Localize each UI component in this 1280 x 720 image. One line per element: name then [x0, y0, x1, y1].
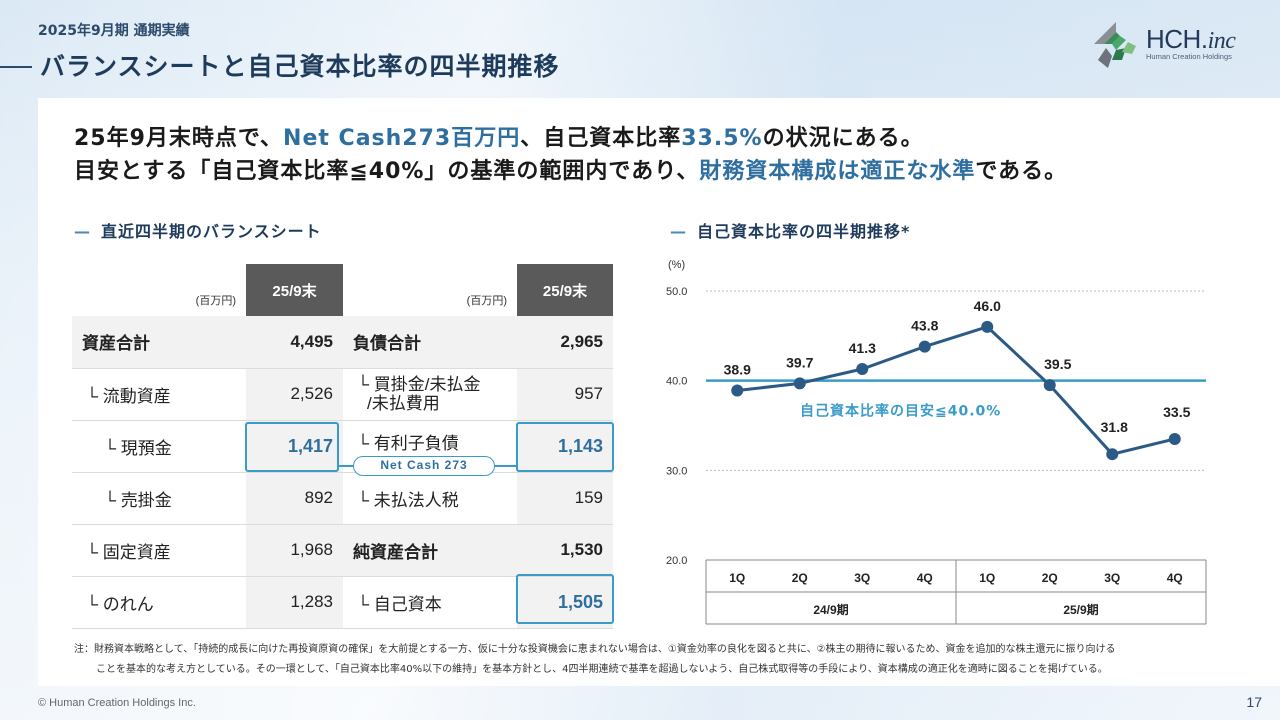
table-row: └ 流動資産 2,526 └ 買掛金/未払金/未払費用 957 [72, 368, 613, 421]
row-label: └ 売掛金 [72, 472, 246, 525]
x-tick-label: 2Q [792, 571, 808, 585]
column-header: 25/9末 [517, 264, 613, 316]
row-value: 1,505 [517, 576, 613, 629]
page-number: 17 [1246, 694, 1262, 710]
y-tick-label: 30.0 [666, 465, 687, 477]
chart-section-title: — 自己資本比率の四半期推移* [670, 222, 911, 241]
y-tick-label: 50.0 [666, 286, 687, 298]
headline-line-1: 25年9月末時点で、Net Cash273百万円、自己資本比率33.5%の状況に… [74, 126, 924, 151]
row-value: 892 [246, 472, 343, 525]
cash-highlight-box [245, 422, 339, 472]
row-label: └ 流動資産 [72, 368, 246, 421]
row-label: └ 固定資産 [72, 524, 246, 577]
title-accent-line [0, 66, 32, 68]
row-value: 159 [517, 472, 613, 525]
y-tick-label: 40.0 [666, 376, 687, 388]
data-point [731, 384, 744, 397]
unit-label: (百万円) [195, 295, 236, 307]
x-tick-label: 3Q [1104, 571, 1120, 585]
row-label: └ 自己資本 [343, 576, 517, 629]
row-value: 2,965 [517, 316, 613, 369]
slide-subtitle: 2025年9月期 通期実績 [38, 23, 190, 39]
slide-title: バランスシートと自己資本比率の四半期推移 [40, 52, 560, 81]
column-header: 25/9末 [246, 264, 343, 316]
row-label: └ 未払法人税 [343, 472, 517, 525]
x-tick-label: 1Q [729, 571, 745, 585]
data-label: 38.9 [724, 362, 751, 378]
data-point [1168, 432, 1181, 445]
row-label: 純資産合計 [343, 524, 517, 577]
row-value: 1,417 [246, 420, 343, 473]
data-point [981, 320, 994, 333]
data-point [1106, 448, 1119, 461]
headline-line-2: 目安とする「自己資本比率≦40%」の基準の範囲内であり、財務資本構成は適正な水準… [74, 159, 1068, 184]
data-point [1043, 379, 1056, 392]
table-header-row: (百万円) 25/9末 (百万円) 25/9末 [72, 264, 613, 316]
row-label: 資産合計 [72, 316, 246, 369]
row-value: 1,968 [246, 524, 343, 577]
row-value: 4,495 [246, 316, 343, 369]
data-label: 46.0 [974, 298, 1001, 314]
row-value: 957 [517, 368, 613, 421]
row-value: 1,530 [517, 524, 613, 577]
data-label: 39.7 [786, 354, 813, 370]
table-row: 資産合計 4,495 負債合計 2,965 [72, 316, 613, 369]
table-row: └ 売掛金 892 └ 未払法人税 159 [72, 472, 613, 525]
x-tick-label: 2Q [1042, 571, 1058, 585]
data-label: 33.5 [1163, 404, 1190, 420]
footnote: 注：財務資本戦略として、「持続的成長に向けた再投資原資の確保」を大前提とする一方… [74, 644, 1116, 675]
copyright: © Human Creation Holdings Inc. [38, 697, 196, 709]
data-label: 41.3 [849, 340, 876, 356]
row-value: 1,143 [517, 420, 613, 473]
data-label: 31.8 [1101, 419, 1128, 435]
row-value: 2,526 [246, 368, 343, 421]
debt-highlight-box [516, 422, 614, 472]
equity-ratio-chart: (%) 20.0 30.0 40.0 50.0 1Q 2Q 3Q 4Q 1Q 2Q 3Q 4Q 24/9期… [666, 259, 1207, 625]
logo-wordmark: HCH.inc [1146, 24, 1236, 54]
data-point [918, 340, 931, 353]
y-axis-unit: (%) [668, 259, 685, 271]
data-label: 39.5 [1044, 356, 1071, 372]
content-panel: 25年9月末時点で、Net Cash273百万円、自己資本比率33.5%の状況に… [38, 98, 1280, 686]
y-tick-label: 20.0 [666, 555, 687, 567]
logo-mark-icon [1094, 22, 1136, 68]
row-label: └ のれん [72, 576, 246, 629]
balance-section-title: — 直近四半期のバランスシート [74, 222, 322, 241]
table-row: └ のれん 1,283 └ 自己資本 1,505 [72, 576, 613, 629]
company-logo: HCH.inc Human Creation Holdings [1090, 20, 1250, 70]
x-tick-label: 4Q [1167, 571, 1183, 585]
row-label: └ 現預金 [72, 420, 246, 473]
table-row: └ 固定資産 1,968 純資産合計 1,530 [72, 524, 613, 577]
equity-highlight-box [516, 574, 614, 624]
x-tick-label: 1Q [979, 571, 995, 585]
net-cash-badge: Net Cash 273 [353, 456, 495, 476]
unit-label: (百万円) [466, 295, 507, 307]
x-tick-label: 3Q [854, 571, 870, 585]
x-group-label: 24/9期 [813, 602, 848, 617]
logo-subtext: Human Creation Holdings [1146, 52, 1232, 61]
data-point [793, 377, 806, 390]
row-label: 負債合計 [343, 316, 517, 369]
row-value: 1,283 [246, 576, 343, 629]
series-line [737, 325, 1176, 456]
row-label: └ 買掛金/未払金/未払費用 [343, 368, 517, 421]
target-label: 自己資本比率の目安≦40.0% [800, 403, 1001, 420]
table-row: └ 現預金 1,417 └ 有利子負債 1,143 [72, 420, 613, 473]
balance-sheet-table: (百万円) 25/9末 (百万円) 25/9末 資産合計 4,495 負債合計 … [72, 264, 613, 629]
data-point [856, 363, 869, 376]
x-tick-label: 4Q [917, 571, 933, 585]
data-label: 43.8 [911, 318, 938, 334]
x-group-label: 25/9期 [1063, 602, 1098, 617]
